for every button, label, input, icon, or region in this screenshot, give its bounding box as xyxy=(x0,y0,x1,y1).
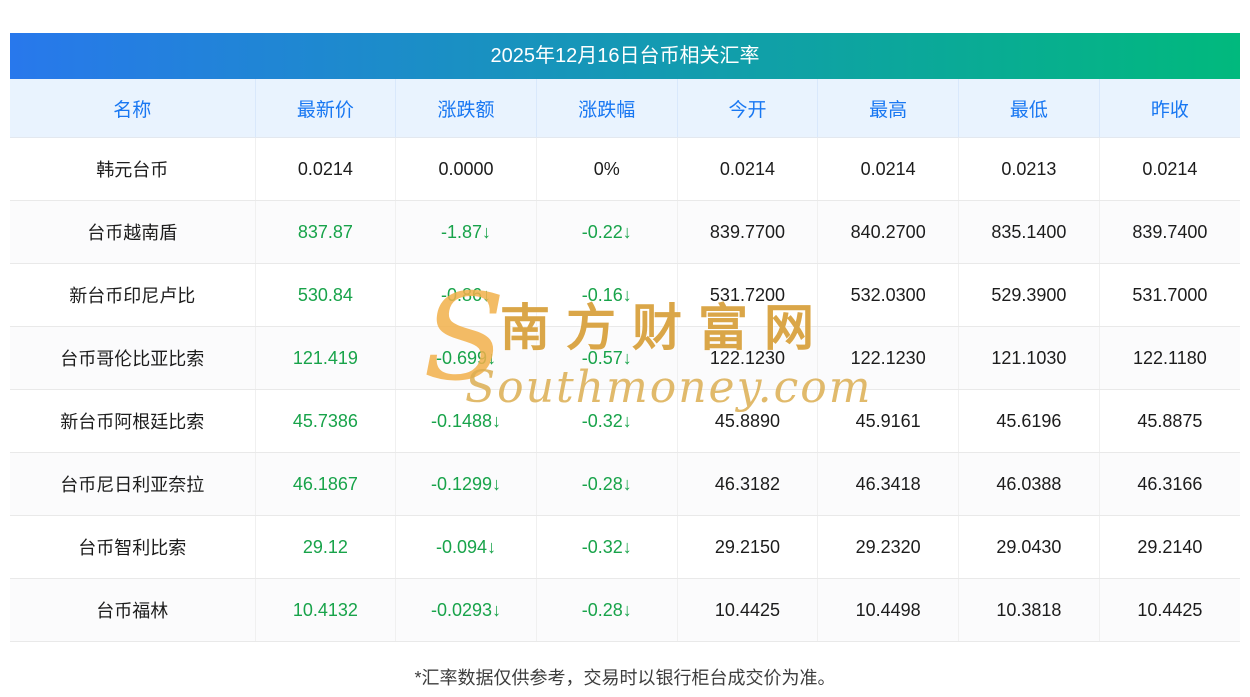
table-row: 新台币印尼卢比 530.84 -0.86↓ -0.16↓ 531.7200 532.030… xyxy=(10,263,1240,327)
cell-high: 45.9161 xyxy=(817,389,959,453)
cell-open: 839.7700 xyxy=(676,200,818,264)
page-title-text: 2025年12月16日台币相关汇率 xyxy=(490,45,760,67)
cell-open: 531.7200 xyxy=(676,263,818,327)
table-row: 新台币阿根廷比索 45.7386 -0.1488↓ -0.32↓ 45.8890 45.9… xyxy=(10,389,1240,453)
table-row: 台币福林 10.4132 -0.0293↓ -0.28↓ 10.4425 10.4498 1… xyxy=(10,578,1240,642)
cell-change-pct: -0.28↓ xyxy=(535,578,678,642)
cell-open: 10.4425 xyxy=(676,578,818,642)
table-row: 韩元台币 0.0214 0.0000 0% 0.0214 0.0214 0.0213 0.02… xyxy=(10,137,1240,201)
cell-low: 46.0388 xyxy=(958,452,1100,516)
cell-open: 46.3182 xyxy=(676,452,818,516)
cell-latest: 10.4132 xyxy=(254,578,396,642)
cell-prev-close: 839.7400 xyxy=(1098,200,1240,264)
cell-change-pct: -0.28↓ xyxy=(535,452,678,516)
cell-open: 122.1230 xyxy=(676,326,818,390)
table-header: 名称 最新价 涨跌额 涨跌幅 今开 最高 最低 昨收 xyxy=(10,79,1240,138)
cell-change-pct: 0% xyxy=(535,137,678,201)
cell-name: 台币尼日利亚奈拉 xyxy=(10,452,255,516)
footer-note: *汇率数据仅供参考，交易时以银行柜台成交价为准。 xyxy=(414,668,836,688)
cell-name: 新台币阿根廷比索 xyxy=(10,389,255,453)
cell-latest: 45.7386 xyxy=(254,389,396,453)
header-change: 涨跌额 xyxy=(395,79,537,138)
cell-high: 29.2320 xyxy=(817,515,959,579)
cell-change: 0.0000 xyxy=(395,137,537,201)
cell-low: 529.3900 xyxy=(958,263,1100,327)
cell-low: 0.0213 xyxy=(958,137,1100,201)
header-high: 最高 xyxy=(817,79,959,138)
cell-name: 台币福林 xyxy=(10,578,255,642)
cell-change-pct: -0.22↓ xyxy=(535,200,678,264)
cell-change: -0.86↓ xyxy=(395,263,537,327)
cell-latest: 0.0214 xyxy=(254,137,396,201)
cell-change-pct: -0.32↓ xyxy=(535,389,678,453)
page-title: 2025年12月16日台币相关汇率 xyxy=(10,33,1240,79)
cell-high: 122.1230 xyxy=(817,326,959,390)
cell-high: 46.3418 xyxy=(817,452,959,516)
cell-latest: 121.419 xyxy=(254,326,396,390)
cell-prev-close: 29.2140 xyxy=(1098,515,1240,579)
cell-high: 0.0214 xyxy=(817,137,959,201)
rates-table: 名称 最新价 涨跌额 涨跌幅 今开 最高 最低 昨收 韩元台币 0.0214 0.0… xyxy=(10,79,1240,642)
cell-open: 29.2150 xyxy=(676,515,818,579)
cell-name: 台币智利比索 xyxy=(10,515,255,579)
cell-change: -0.699↓ xyxy=(395,326,537,390)
cell-prev-close: 0.0214 xyxy=(1098,137,1240,201)
cell-prev-close: 10.4425 xyxy=(1098,578,1240,642)
cell-name: 新台币印尼卢比 xyxy=(10,263,255,327)
cell-high: 532.0300 xyxy=(817,263,959,327)
cell-low: 10.3818 xyxy=(958,578,1100,642)
cell-change: -0.0293↓ xyxy=(395,578,537,642)
cell-latest: 46.1867 xyxy=(254,452,396,516)
cell-name: 台币哥伦比亚比索 xyxy=(10,326,255,390)
cell-prev-close: 122.1180 xyxy=(1098,326,1240,390)
cell-latest: 530.84 xyxy=(254,263,396,327)
cell-latest: 29.12 xyxy=(254,515,396,579)
header-open: 今开 xyxy=(676,79,818,138)
cell-change: -0.1488↓ xyxy=(395,389,537,453)
cell-change-pct: -0.32↓ xyxy=(535,515,678,579)
header-low: 最低 xyxy=(958,79,1100,138)
cell-low: 835.1400 xyxy=(958,200,1100,264)
header-name: 名称 xyxy=(10,79,255,138)
table-body: 韩元台币 0.0214 0.0000 0% 0.0214 0.0214 0.0213 0.02… xyxy=(10,137,1240,642)
cell-low: 29.0430 xyxy=(958,515,1100,579)
cell-prev-close: 531.7000 xyxy=(1098,263,1240,327)
cell-low: 45.6196 xyxy=(958,389,1100,453)
table-row: 台币智利比索 29.12 -0.094↓ -0.32↓ 29.2150 29.2320 29… xyxy=(10,515,1240,579)
table-row: 台币越南盾 837.87 -1.87↓ -0.22↓ 839.7700 840.2700 8… xyxy=(10,200,1240,264)
cell-prev-close: 45.8875 xyxy=(1098,389,1240,453)
cell-change-pct: -0.57↓ xyxy=(535,326,678,390)
cell-high: 10.4498 xyxy=(817,578,959,642)
table-row: 台币尼日利亚奈拉 46.1867 -0.1299↓ -0.28↓ 46.3182 46.3… xyxy=(10,452,1240,516)
cell-change: -0.094↓ xyxy=(395,515,537,579)
table-row: 台币哥伦比亚比索 121.419 -0.699↓ -0.57↓ 122.1230 122.… xyxy=(10,326,1240,390)
cell-name: 台币越南盾 xyxy=(10,200,255,264)
header-prev-close: 昨收 xyxy=(1098,79,1240,138)
cell-open: 0.0214 xyxy=(676,137,818,201)
cell-name: 韩元台币 xyxy=(10,137,255,201)
cell-high: 840.2700 xyxy=(817,200,959,264)
cell-open: 45.8890 xyxy=(676,389,818,453)
cell-change: -1.87↓ xyxy=(395,200,537,264)
header-latest: 最新价 xyxy=(254,79,396,138)
cell-low: 121.1030 xyxy=(958,326,1100,390)
cell-latest: 837.87 xyxy=(254,200,396,264)
cell-prev-close: 46.3166 xyxy=(1098,452,1240,516)
header-change-pct: 涨跌幅 xyxy=(535,79,678,138)
cell-change-pct: -0.16↓ xyxy=(535,263,678,327)
cell-change: -0.1299↓ xyxy=(395,452,537,516)
header-row: 名称 最新价 涨跌额 涨跌幅 今开 最高 最低 昨收 xyxy=(10,79,1240,138)
